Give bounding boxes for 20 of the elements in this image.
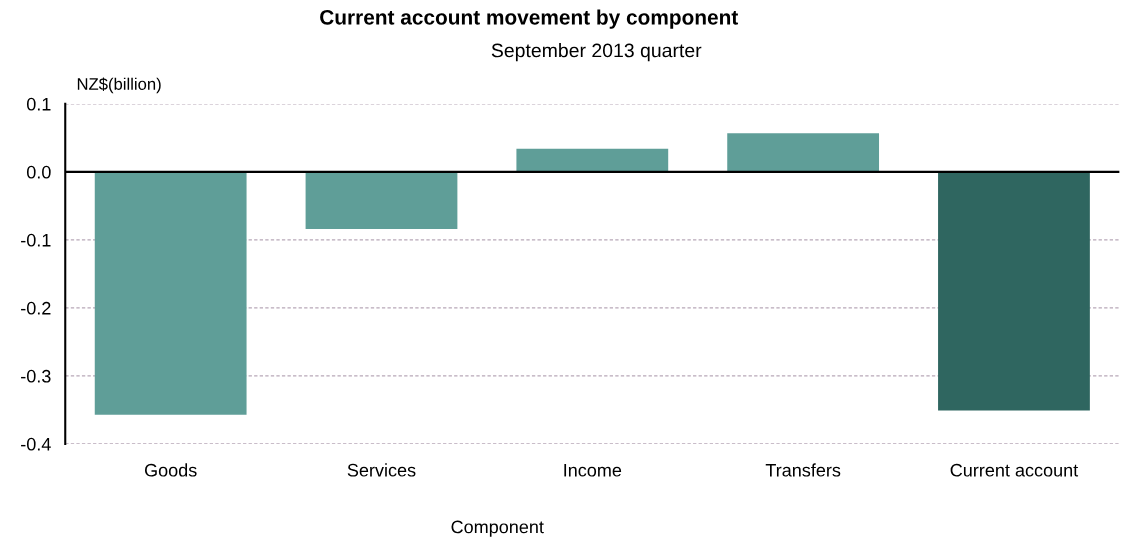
y-tick-label: 0.1	[26, 97, 51, 111]
y-tick-label: -0.2	[21, 301, 51, 315]
bar	[938, 171, 1090, 411]
x-tick-label: Income	[564, 464, 622, 477]
y-tick-label: -0.4	[21, 437, 51, 451]
y-tick-label: -0.1	[21, 233, 51, 247]
bar	[727, 133, 880, 172]
bar	[516, 148, 669, 172]
chart-subtitle: September 2013 quarter	[491, 43, 702, 62]
y-axis-title: NZ$(billion)	[77, 77, 161, 94]
bar	[94, 171, 247, 415]
y-tick-label: -0.3	[21, 369, 51, 383]
x-tick-label: Services	[347, 463, 416, 477]
chart-title: Current account movement by component	[320, 9, 739, 29]
x-tick-label: Transfers	[765, 463, 841, 477]
x-tick-label: Goods	[144, 463, 197, 477]
x-tick-label: Current account	[950, 463, 1079, 477]
bar	[305, 171, 458, 230]
y-tick-label: 0.0	[26, 165, 51, 179]
x-axis-title: Component	[451, 520, 544, 537]
